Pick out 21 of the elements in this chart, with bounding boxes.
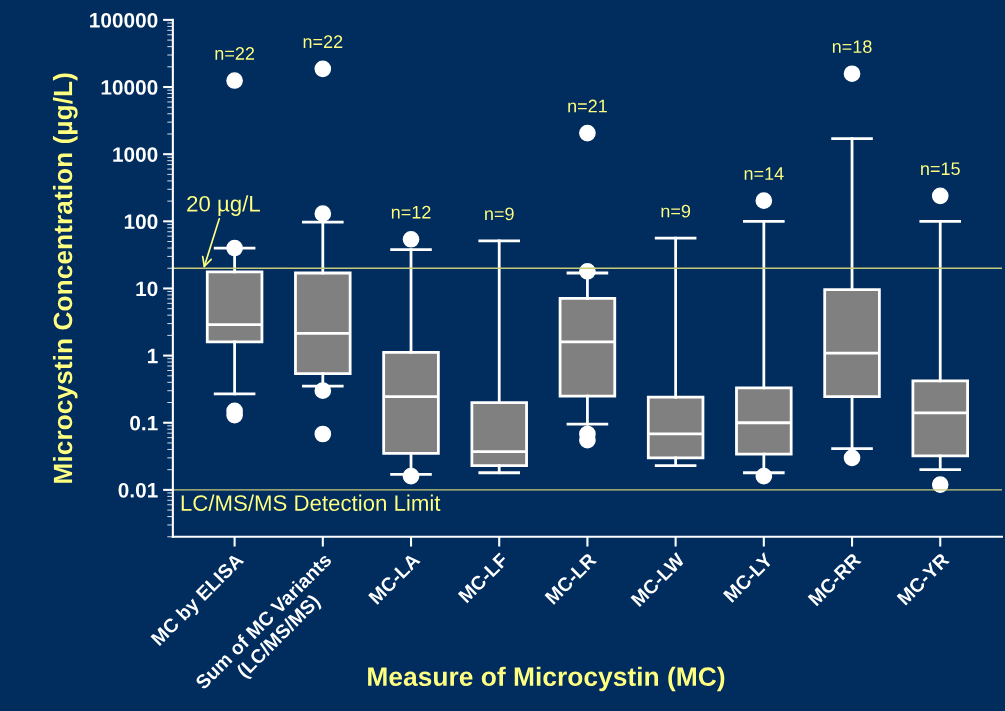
annotation: n=9 — [485, 207, 514, 221]
y-tick-label: 10 — [136, 281, 158, 297]
annotation: n=12 — [391, 205, 431, 219]
x-axis-title: Measure of Microcystin (MC) — [368, 666, 725, 692]
annotation: n=22 — [215, 47, 255, 60]
y-tick-label: 100000 — [90, 12, 158, 28]
y-tick-label: 0.1 — [130, 415, 158, 431]
y-tick-label: 0.01 — [118, 482, 158, 498]
ref-line-label: 20 µg/L — [187, 195, 260, 217]
y-axis-title: Microcystin Concentration (µg/L) — [52, 73, 78, 483]
y-tick-label: 1000 — [113, 147, 158, 162]
y-tick-label: 1 — [148, 348, 158, 364]
y-tick-label: 100 — [124, 214, 158, 230]
annotation: n=14 — [744, 167, 784, 180]
annotation: n=9 — [661, 204, 691, 218]
annotation: n=21 — [568, 99, 607, 113]
annotation: n=22 — [303, 35, 343, 48]
annotation: n=15 — [921, 162, 960, 176]
annotation: n=18 — [832, 40, 872, 53]
y-tick-label: 10000 — [101, 80, 158, 95]
ref-line-label: LC/MS/MS Detection Limit — [181, 494, 441, 511]
